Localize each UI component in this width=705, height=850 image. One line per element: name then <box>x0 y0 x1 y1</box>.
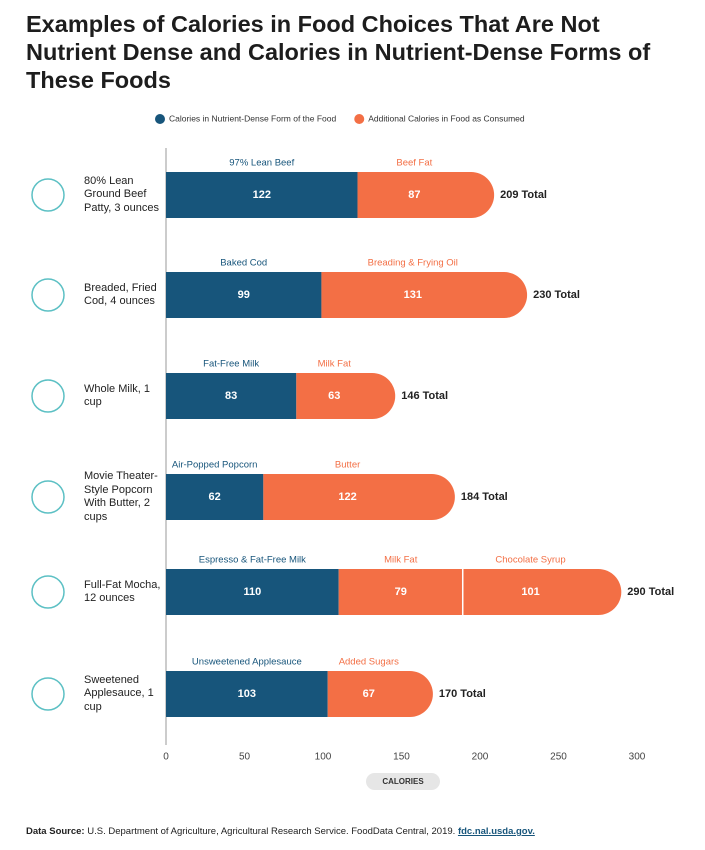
food-icon <box>31 480 65 514</box>
x-tick-label: 250 <box>550 752 567 763</box>
value-label: 87 <box>408 189 420 201</box>
value-label: 83 <box>225 390 237 402</box>
value-label: 63 <box>328 390 340 402</box>
segment-label: Added Sugars <box>339 657 399 668</box>
bar-segment <box>166 272 322 318</box>
x-tick-label: 50 <box>239 752 251 763</box>
total-label: 146 Total <box>401 390 448 402</box>
segment-label: Unsweetened Applesauce <box>192 657 302 668</box>
x-tick-label: 150 <box>393 752 410 763</box>
legend-label: Additional Calories in Food as Consumed <box>368 113 525 123</box>
segment-label: Espresso & Fat-Free Milk <box>199 555 306 566</box>
bar-segment <box>166 373 297 419</box>
bar-segment <box>462 569 622 615</box>
category-label: Full-Fat Mocha, 12 ounces <box>84 578 161 605</box>
legend-swatch <box>155 114 165 124</box>
total-label: 290 Total <box>627 586 674 598</box>
bar-segment <box>357 172 495 218</box>
segment-label: Chocolate Syrup <box>495 555 565 566</box>
bar-segment <box>166 474 264 520</box>
value-label: 122 <box>253 189 271 201</box>
x-axis-label: CALORIES <box>382 777 424 786</box>
x-tick-label: 300 <box>629 752 646 763</box>
food-icon <box>31 677 65 711</box>
category-label: Sweetened Applesauce, 1 cup <box>84 673 154 713</box>
bar-segment <box>296 373 396 419</box>
bar-segment <box>338 569 463 615</box>
value-label: 101 <box>521 586 539 598</box>
x-tick-label: 200 <box>472 752 489 763</box>
bar-segment <box>166 569 339 615</box>
segment-label: Baked Cod <box>220 258 267 269</box>
food-icon <box>31 178 65 212</box>
bar-segment <box>327 671 433 717</box>
bar-segment <box>166 671 328 717</box>
food-icon <box>31 379 65 413</box>
legend-swatch <box>354 114 365 124</box>
xlabel-pill <box>366 773 440 790</box>
food-icon <box>31 278 65 312</box>
category-label: Whole Milk, 1 cup <box>84 382 151 409</box>
total-label: 184 Total <box>461 491 508 503</box>
segment-label: Milk Fat <box>318 359 352 370</box>
segment-label: 97% Lean Beef <box>229 158 294 169</box>
bar-segment <box>263 474 455 520</box>
segment-label: Milk Fat <box>384 555 418 566</box>
total-label: 230 Total <box>533 289 580 301</box>
bar-segment <box>166 172 358 218</box>
category-label: Breaded, Fried Cod, 4 ounces <box>84 281 157 308</box>
category-label: 80% Lean Ground Beef Patty, 3 ounces <box>84 174 160 214</box>
segment-label: Air-Popped Popcorn <box>172 460 258 471</box>
x-tick-label: 0 <box>163 752 169 763</box>
segment-label: Fat-Free Milk <box>203 359 259 370</box>
value-label: 103 <box>238 688 256 700</box>
food-icon <box>31 575 65 609</box>
value-label: 122 <box>338 491 356 503</box>
source-text: U.S. Department of Agriculture, Agricult… <box>87 826 456 837</box>
value-label: 79 <box>395 586 407 598</box>
value-label: 62 <box>209 491 221 503</box>
legend-label: Calories in Nutrient-Dense Form of the F… <box>169 113 337 123</box>
total-label: 170 Total <box>439 688 486 700</box>
source-link[interactable]: fdc.nal.usda.gov. <box>457 826 535 837</box>
value-label: 99 <box>238 289 250 301</box>
segment-label: Breading & Frying Oil <box>368 258 458 269</box>
segment-label: Beef Fat <box>396 158 432 169</box>
category-label: Movie Theater-Style Popcorn With Butter,… <box>84 470 158 523</box>
value-label: 131 <box>404 289 422 301</box>
source-label: Data Source: <box>26 826 85 837</box>
total-label: 209 Total <box>500 189 547 201</box>
segment-label: Butter <box>335 460 360 471</box>
bar-segment <box>321 272 528 318</box>
value-label: 67 <box>363 688 375 700</box>
x-tick-label: 100 <box>315 752 332 763</box>
value-label: 110 <box>243 586 261 598</box>
chart-title: Examples of Calories in Food Choices Tha… <box>26 11 651 93</box>
source: Data Source: U.S. Department of Agricult… <box>26 826 535 837</box>
